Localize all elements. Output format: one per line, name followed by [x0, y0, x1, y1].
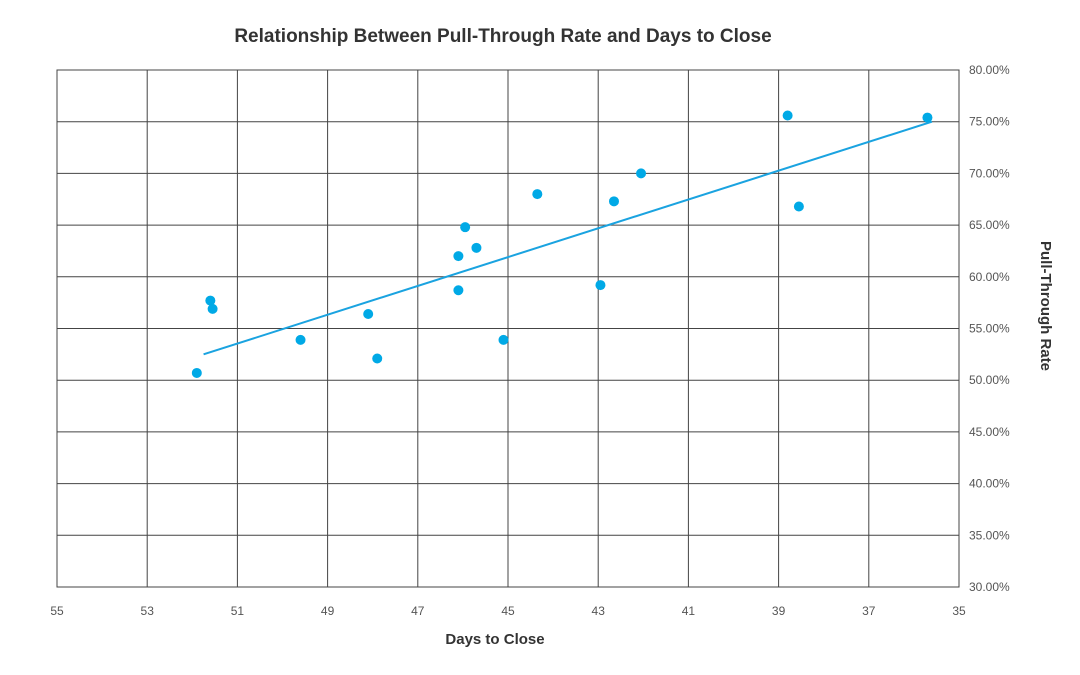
data-point [207, 303, 218, 314]
x-tick-label: 49 [321, 604, 335, 618]
x-tick-label: 35 [952, 604, 966, 618]
data-point [636, 168, 647, 179]
x-tick-label: 41 [682, 604, 696, 618]
y-tick-label: 40.00% [969, 477, 1010, 491]
grid-lines [56, 69, 960, 588]
data-point [372, 353, 383, 364]
y-tick-label: 65.00% [969, 218, 1010, 232]
data-point [453, 285, 464, 296]
data-point [532, 189, 543, 200]
x-tick-label: 47 [411, 604, 425, 618]
data-point [191, 367, 202, 378]
data-point [295, 334, 306, 345]
plot-frame [56, 69, 960, 588]
data-point [595, 280, 606, 291]
data-points [191, 110, 933, 378]
y-tick-label: 75.00% [969, 115, 1010, 129]
trendline [203, 120, 933, 356]
x-tick-label: 39 [772, 604, 786, 618]
x-tick-label: 45 [501, 604, 515, 618]
data-point [782, 110, 793, 121]
data-point [460, 222, 471, 233]
trendline-layer [203, 120, 933, 356]
y-axis-label: Pull-Through Rate [1037, 241, 1054, 371]
data-point [608, 196, 619, 207]
data-point [498, 334, 509, 345]
y-tick-label: 80.00% [969, 63, 1010, 77]
data-point [363, 309, 374, 320]
y-tick-label: 55.00% [969, 322, 1010, 336]
data-point [453, 251, 464, 262]
chart-title: Relationship Between Pull-Through Rate a… [234, 26, 771, 47]
data-point [205, 295, 216, 306]
y-axis-ticks: 30.00% 35.00% 40.00% 45.00% 50.00% 55.00% 60.0… [969, 63, 1010, 594]
y-tick-label: 30.00% [969, 580, 1010, 594]
x-axis-label: Days to Close [445, 631, 544, 648]
x-tick-label: 53 [141, 604, 155, 618]
x-axis-ticks: 55 53 51 49 47 45 43 41 39 37 35 [50, 604, 966, 618]
y-tick-label: 70.00% [969, 166, 1010, 180]
data-point [922, 112, 933, 123]
y-tick-label: 45.00% [969, 425, 1010, 439]
x-tick-label: 43 [592, 604, 606, 618]
x-tick-label: 37 [862, 604, 876, 618]
x-tick-label: 55 [50, 604, 64, 618]
x-tick-label: 51 [231, 604, 245, 618]
data-point [793, 201, 804, 212]
y-tick-label: 60.00% [969, 270, 1010, 284]
y-tick-label: 50.00% [969, 373, 1010, 387]
data-point [471, 242, 482, 253]
y-tick-label: 35.00% [969, 528, 1010, 542]
